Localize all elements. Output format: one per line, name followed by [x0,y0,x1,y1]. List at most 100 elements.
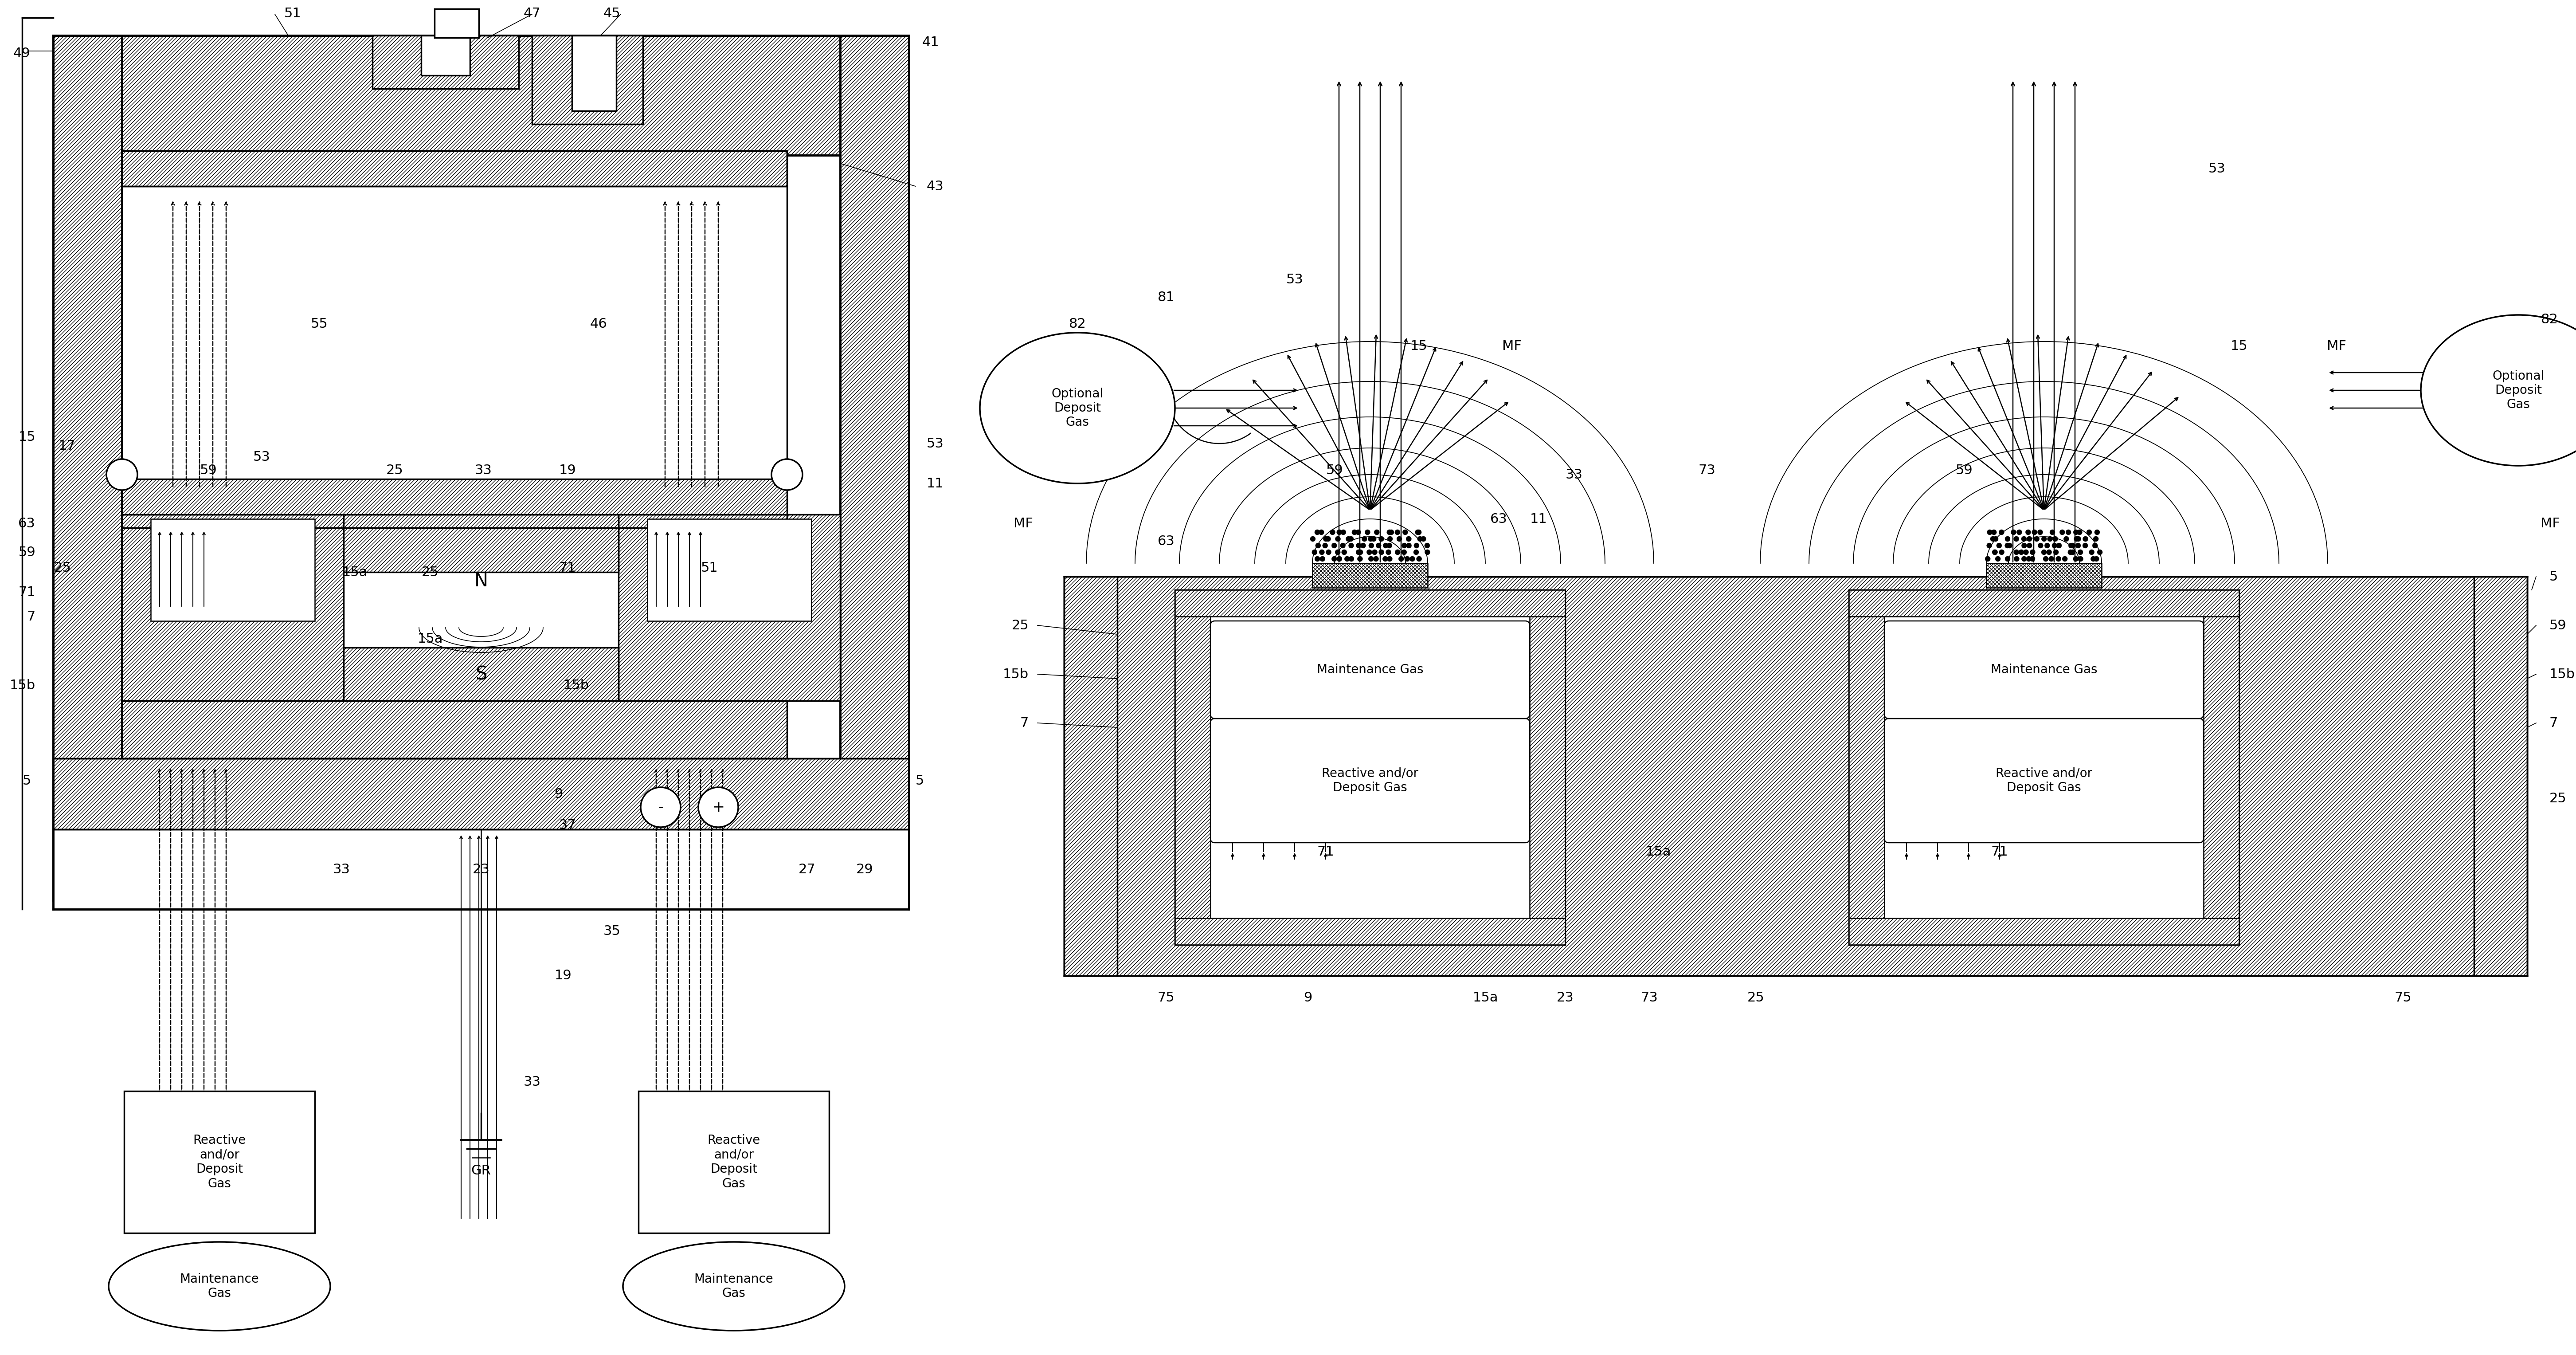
Circle shape [2038,543,2043,549]
Circle shape [2032,543,2038,549]
Circle shape [698,787,739,827]
Circle shape [2030,556,2035,561]
Bar [54,35,121,900]
Bar [1311,564,1427,588]
Bar [1850,589,1883,944]
Text: 59: 59 [1327,463,1342,477]
Bar [1986,564,2102,588]
Text: 63: 63 [1489,512,1507,526]
Bar [121,701,788,759]
Bar [152,519,314,621]
Text: 59: 59 [2550,619,2566,631]
Bar [1850,589,2239,944]
Text: 25: 25 [1012,619,1028,631]
Text: 33: 33 [332,863,350,875]
Circle shape [1347,550,1352,554]
Circle shape [2030,556,2035,561]
Bar [1530,589,1566,944]
Circle shape [1321,556,1329,561]
Circle shape [1368,530,1373,535]
Text: MF: MF [2540,518,2561,530]
Text: MF: MF [1012,518,1033,530]
Circle shape [2084,537,2089,542]
Circle shape [2061,550,2066,554]
Circle shape [770,459,804,491]
Circle shape [1417,537,1422,542]
Circle shape [2069,550,2074,554]
Circle shape [1352,556,1360,561]
Bar [1175,589,1211,944]
Text: 55: 55 [312,317,327,331]
Text: Maintenance
Gas: Maintenance Gas [180,1272,260,1299]
Text: 53: 53 [2208,163,2226,175]
Circle shape [1401,543,1406,549]
Circle shape [1994,543,1999,549]
Circle shape [1399,556,1404,561]
Text: 71: 71 [559,561,577,575]
Text: 33: 33 [523,1076,541,1088]
Text: 27: 27 [799,863,817,875]
Circle shape [1386,530,1391,535]
Bar [121,515,343,701]
Bar [343,648,618,701]
Text: Reactive
and/or
Deposit
Gas: Reactive and/or Deposit Gas [708,1134,760,1190]
Circle shape [1332,556,1337,561]
Bar [435,9,479,38]
Circle shape [2092,543,2097,549]
Circle shape [1425,530,1430,535]
Circle shape [2045,543,2050,549]
Ellipse shape [979,332,1175,484]
Circle shape [2014,556,2020,561]
Circle shape [1337,530,1342,535]
Bar [54,829,909,909]
Circle shape [1316,550,1321,554]
Bar [1175,919,1566,944]
Text: 82: 82 [1069,317,1087,331]
Text: 9: 9 [1303,992,1311,1004]
Circle shape [1332,550,1337,554]
Circle shape [1378,556,1383,561]
Bar [121,150,788,528]
Circle shape [2045,530,2050,535]
Circle shape [1340,530,1345,535]
Text: 71: 71 [1991,846,2009,858]
Circle shape [1324,537,1329,542]
Ellipse shape [623,1243,845,1331]
Circle shape [1378,537,1383,542]
Text: 45: 45 [603,7,621,20]
Circle shape [2007,550,2012,554]
Circle shape [1394,537,1399,542]
Circle shape [2014,543,2020,549]
Circle shape [1329,530,1334,535]
Circle shape [2020,550,2025,554]
Text: 19: 19 [554,969,572,982]
Circle shape [1996,530,2002,535]
Circle shape [1368,537,1373,542]
Circle shape [641,787,680,827]
Circle shape [2017,537,2022,542]
Circle shape [1373,530,1378,535]
Bar [54,759,909,829]
Circle shape [2076,556,2081,561]
Circle shape [1329,556,1334,561]
Bar [2473,577,2527,976]
Circle shape [1394,543,1399,549]
Circle shape [1332,537,1337,542]
Circle shape [2092,556,2097,561]
Text: 25: 25 [386,463,404,477]
Circle shape [2032,530,2038,535]
Circle shape [1388,537,1396,542]
Circle shape [1370,556,1376,561]
Text: 37: 37 [559,818,577,832]
Text: S: S [474,665,487,683]
Circle shape [2045,537,2050,542]
Circle shape [2030,537,2035,542]
Text: 63: 63 [18,518,36,530]
Text: 23: 23 [471,863,489,875]
Text: 82: 82 [2540,313,2558,325]
Text: 15a: 15a [417,633,443,645]
Text: 15: 15 [1409,340,1427,352]
Text: 29: 29 [855,863,873,875]
Circle shape [1358,537,1363,542]
Text: Optional
Deposit
Gas: Optional Deposit Gas [2494,370,2545,411]
